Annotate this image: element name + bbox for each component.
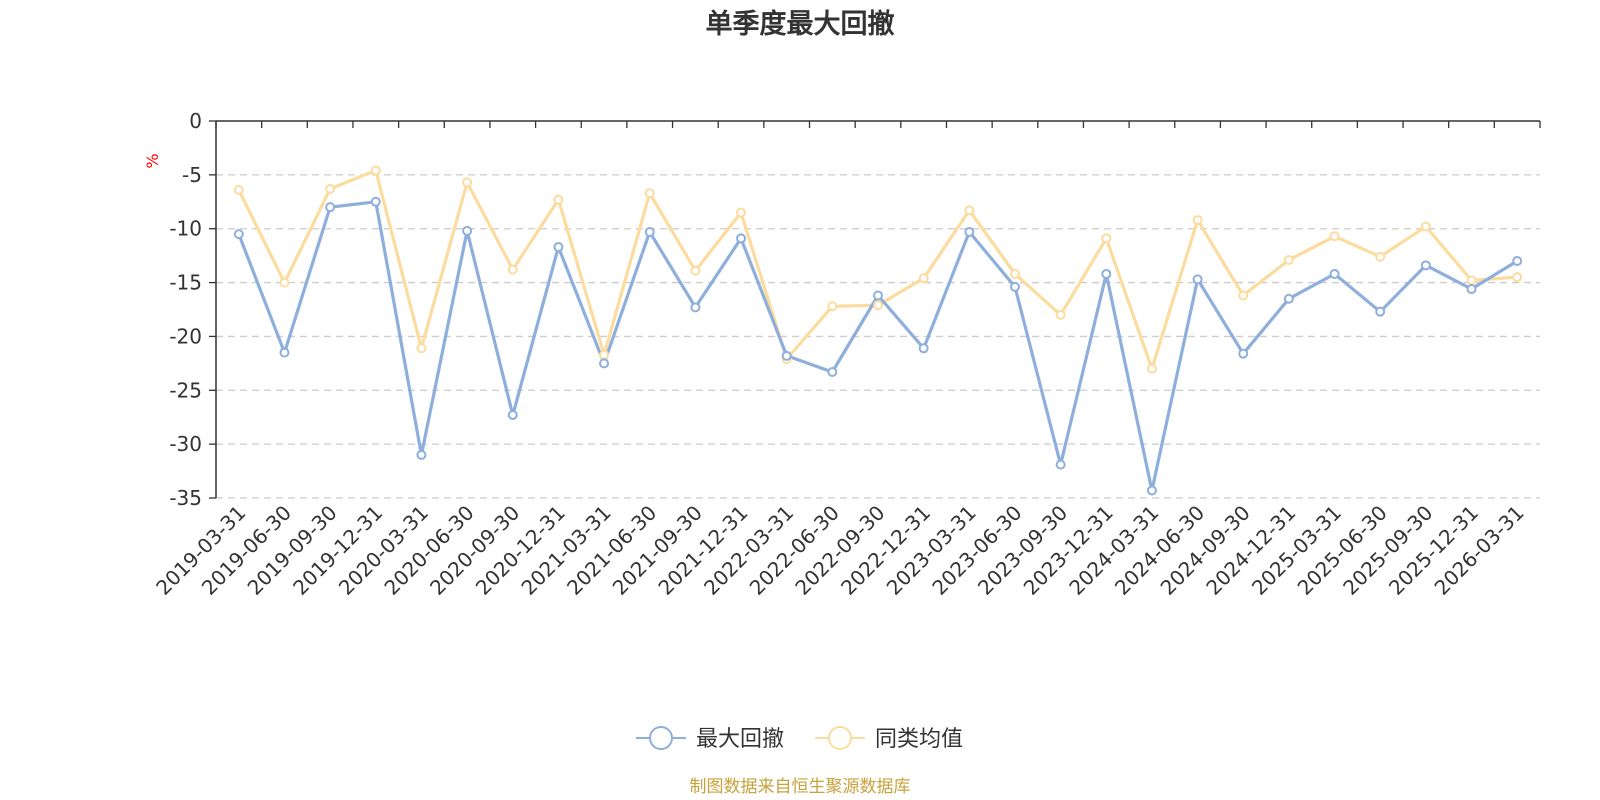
data-point <box>325 202 336 213</box>
series-line <box>237 168 1518 371</box>
data-point <box>462 225 473 236</box>
data-point <box>644 188 655 199</box>
data-point <box>1329 231 1340 242</box>
data-point <box>1329 268 1340 279</box>
data-point <box>553 194 564 205</box>
data-point <box>1283 254 1294 265</box>
data-point <box>325 183 336 194</box>
data-point <box>1009 281 1020 292</box>
data-point <box>1009 268 1020 279</box>
y-tick-label: -30 <box>169 432 202 456</box>
data-point <box>690 265 701 276</box>
data-point <box>1192 274 1203 285</box>
data-point <box>1466 284 1477 295</box>
grid-lines <box>216 174 1540 499</box>
data-point <box>1238 348 1249 359</box>
y-tick-label: -20 <box>169 324 202 348</box>
data-point <box>1375 251 1386 262</box>
data-point <box>873 290 883 301</box>
data-point <box>918 343 929 354</box>
data-point <box>1055 459 1066 470</box>
data-point <box>918 273 929 284</box>
data-point <box>964 226 975 237</box>
data-point <box>736 207 747 218</box>
y-tick-label: -15 <box>169 271 202 295</box>
data-point <box>1283 293 1294 304</box>
data-point <box>1420 260 1431 271</box>
data-point <box>462 177 473 188</box>
data-point <box>1146 485 1157 496</box>
data-point <box>1055 309 1066 320</box>
data-point <box>279 277 290 288</box>
data-point <box>1238 290 1249 301</box>
data-point <box>233 184 244 195</box>
data-point <box>1466 275 1477 286</box>
data-point <box>370 196 381 207</box>
data-point <box>1101 233 1112 244</box>
y-tick-label: -10 <box>169 217 202 241</box>
data-point <box>416 343 427 354</box>
data-point <box>507 410 518 421</box>
data-point <box>1375 306 1386 317</box>
data-point <box>279 347 290 358</box>
data-point <box>553 242 564 253</box>
data-point <box>599 349 610 360</box>
data-point <box>873 300 883 311</box>
legend-marker-circle <box>828 726 852 750</box>
series-line <box>237 200 1519 493</box>
data-point <box>690 302 701 313</box>
y-tick-label: 0 <box>189 109 202 133</box>
data-point <box>736 233 747 244</box>
y-tick-label: -5 <box>182 163 202 187</box>
data-point <box>1512 272 1523 283</box>
legend-marker-circle <box>649 726 673 750</box>
y-axis: 0 -5 -10 -15 -20 -25 -30 -35 <box>169 109 217 510</box>
data-point <box>370 165 381 176</box>
series-group <box>233 165 1523 496</box>
data-point <box>1146 363 1157 374</box>
data-point <box>1192 215 1203 226</box>
data-point <box>1101 268 1112 279</box>
data-point <box>507 264 518 275</box>
y-tick-label: -25 <box>169 378 202 402</box>
y-axis-unit-label: % <box>143 153 162 168</box>
data-point <box>964 205 975 216</box>
data-point <box>416 449 427 460</box>
legend-label: 同类均值 <box>875 727 963 752</box>
source-note: 制图数据来自恒生聚源数据库 <box>690 777 911 797</box>
data-point <box>781 350 792 361</box>
data-point <box>827 366 838 377</box>
legend-label: 最大回撤 <box>696 727 784 752</box>
x-axis: 2019-03-312019-06-302019-09-302019-12-31… <box>151 120 1541 600</box>
legend: 最大回撤 同类均值 <box>636 726 963 752</box>
data-point <box>1420 221 1431 232</box>
chart-title: 单季度最大回撤 <box>706 8 895 40</box>
data-point <box>644 226 655 237</box>
y-tick-label: -35 <box>169 486 202 510</box>
data-point <box>827 301 838 312</box>
data-point <box>233 229 244 240</box>
data-point <box>1512 256 1523 267</box>
data-point <box>599 358 610 369</box>
